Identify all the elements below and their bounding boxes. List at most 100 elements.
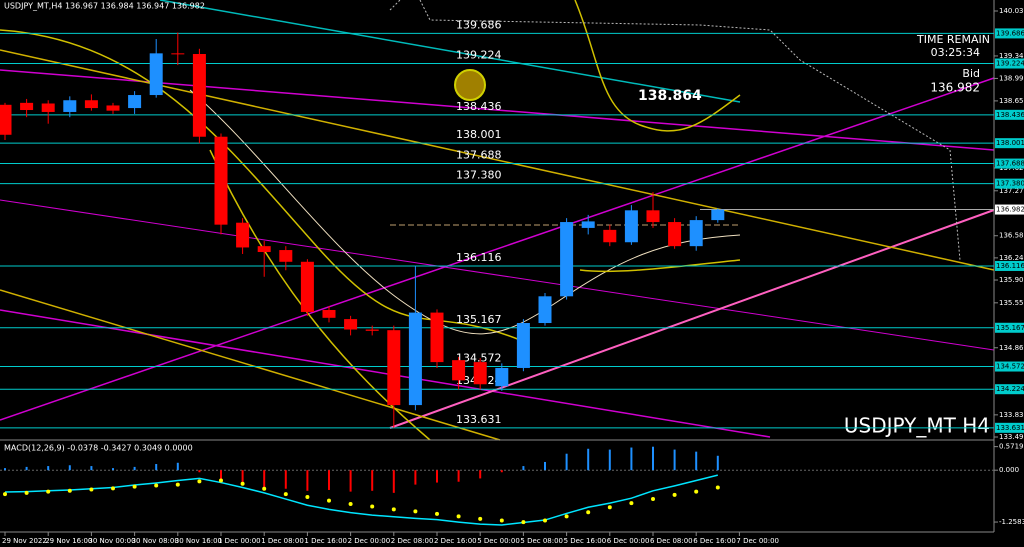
level-box — [995, 178, 1024, 189]
y-tick-label: 135.900 — [999, 276, 1024, 284]
x-tick-label: 5 Dec 00:00 — [477, 537, 520, 545]
chart-title: USDJPY_MT,H4 136.967 136.984 136.947 136… — [4, 2, 205, 11]
level-label: 138.436 — [456, 100, 502, 113]
level-box — [995, 384, 1024, 395]
y-tick-label: 138.650 — [999, 97, 1024, 105]
candle-body — [300, 261, 314, 312]
signal-dot — [651, 497, 655, 502]
level-box-label: 137.688 — [996, 160, 1024, 168]
y-tick-label: 133.490 — [999, 433, 1024, 441]
y-tick-label: 0.5719 — [999, 443, 1024, 451]
signal-dot — [154, 483, 159, 488]
x-tick-label: 1 Dec 08:00 — [261, 537, 304, 545]
x-tick-label: 2 Dec 00:00 — [348, 537, 391, 545]
signal-dot — [46, 489, 51, 494]
level-label: 136.116 — [456, 251, 502, 264]
candle-body — [646, 210, 660, 223]
level-box-label: 138.001 — [996, 139, 1024, 147]
bid-box-label: 136.982 — [996, 206, 1024, 214]
x-tick-label: 6 Dec 16:00 — [693, 537, 736, 545]
candle-body — [106, 105, 120, 111]
x-tick-label: 7 Dec 00:00 — [736, 537, 779, 545]
candle-body — [192, 53, 206, 137]
y-tick-label: 139.340 — [999, 52, 1024, 60]
signal-dot — [370, 504, 375, 509]
candle-body — [452, 360, 466, 381]
signal-dot — [694, 489, 699, 494]
signal-dot — [175, 482, 180, 487]
signal-dot — [586, 510, 591, 515]
x-tick-label: 1 Dec 00:00 — [218, 537, 261, 545]
signal-dot — [132, 484, 137, 489]
level-box-label: 138.436 — [996, 111, 1024, 119]
y-tick-label: 136.240 — [999, 254, 1024, 262]
signal-dot — [283, 492, 288, 497]
time-remain: 03:25:34 — [931, 46, 980, 59]
candle-body — [603, 229, 617, 243]
signal-dot — [456, 514, 461, 519]
bid-box — [995, 204, 1024, 215]
y-tick-label: 136.580 — [999, 232, 1024, 240]
level-box — [995, 158, 1024, 169]
level-box — [995, 109, 1024, 120]
signal-dot — [672, 492, 677, 497]
level-box-label: 135.167 — [996, 324, 1024, 332]
signal-dot — [24, 490, 29, 495]
x-tick-label: 30 Nov 08:00 — [132, 537, 179, 545]
signal-dot — [543, 518, 547, 523]
x-tick-label: 2 Dec 16:00 — [434, 537, 477, 545]
y-tick-label: 134.860 — [999, 344, 1024, 352]
signal-dot — [327, 498, 331, 503]
candle-body — [322, 309, 336, 318]
x-tick-label: 2 Dec 08:00 — [391, 537, 434, 545]
candle-body — [538, 296, 552, 324]
y-tick-label: 137.270 — [999, 187, 1024, 195]
level-box-label: 133.631 — [996, 424, 1024, 432]
candle-body — [689, 220, 703, 247]
candle-body — [581, 221, 595, 228]
signal-dot — [629, 501, 634, 506]
level-box — [995, 58, 1024, 69]
candle-body — [149, 53, 163, 96]
x-tick-label: 30 Nov 16:00 — [175, 537, 222, 545]
level-box-label: 137.380 — [996, 180, 1024, 188]
signal-dot — [197, 479, 202, 484]
level-label: 134.572 — [456, 352, 502, 365]
level-box — [995, 361, 1024, 372]
signal-dot — [499, 518, 504, 523]
candle-body — [63, 100, 77, 112]
candle-body — [624, 210, 638, 243]
candle-body — [495, 367, 509, 387]
candle-body — [171, 53, 185, 55]
x-tick-label: 30 Nov 00:00 — [88, 537, 135, 545]
signal-dot — [111, 486, 115, 491]
candle-body — [84, 100, 98, 109]
candle-body — [473, 362, 487, 385]
level-label: 137.688 — [456, 149, 502, 162]
signal-dot — [89, 487, 94, 492]
candle-body — [365, 329, 379, 331]
candle-body — [214, 136, 228, 225]
signal-dot — [240, 481, 245, 486]
candle-body — [20, 102, 34, 111]
level-label: 139.224 — [456, 49, 502, 62]
x-tick-label: 29 Nov 2022 — [2, 537, 47, 545]
level-label: 137.380 — [456, 169, 502, 182]
signal-dot — [478, 516, 483, 521]
signal-dot — [391, 507, 396, 512]
macd-title: MACD(12,26,9) -0.0378 -0.3427 0.3049 0.0… — [4, 444, 193, 453]
x-tick-label: 5 Dec 16:00 — [564, 537, 607, 545]
x-tick-label: 6 Dec 08:00 — [650, 537, 693, 545]
decor — [0, 0, 995, 441]
signal-dot — [67, 488, 72, 493]
x-tick-label: 1 Dec 16:00 — [304, 537, 347, 545]
signal-dot — [262, 486, 267, 491]
y-tick-label: 140.030 — [999, 7, 1024, 15]
candle-body — [257, 246, 271, 253]
level-label: 138.001 — [456, 128, 502, 141]
y-tick-label: 138.995 — [999, 74, 1024, 82]
x-tick-label: 5 Dec 08:00 — [520, 537, 563, 545]
y-tick-label: 133.830 — [999, 411, 1024, 419]
